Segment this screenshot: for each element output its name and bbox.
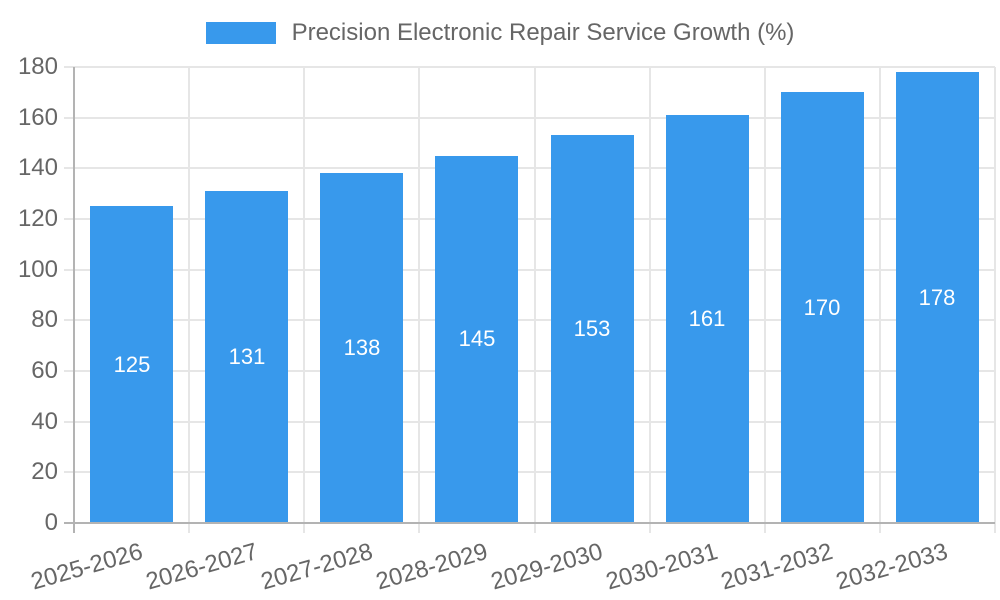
bar-value-label: 161: [688, 306, 726, 331]
y-gridline: [64, 421, 995, 423]
y-gridline: [64, 370, 995, 372]
bar: [896, 72, 979, 523]
y-gridline: [64, 471, 995, 473]
y-gridline: [64, 66, 995, 68]
y-axis-tick-label: 80: [31, 306, 58, 333]
bar: [781, 92, 864, 523]
y-axis-tick-label: 100: [17, 256, 58, 283]
bar: [551, 135, 634, 523]
y-axis-tick-label: 140: [17, 154, 58, 181]
bar-value-label: 138: [343, 335, 381, 360]
y-gridline: [64, 167, 995, 169]
y-gridline: [64, 319, 995, 321]
bar-value-label: 131: [228, 344, 266, 369]
legend-swatch: [205, 22, 276, 44]
bar: [666, 115, 749, 523]
x-gridline: [188, 67, 190, 533]
bar-value-label: 170: [803, 295, 841, 320]
y-gridline: [64, 269, 995, 271]
y-gridline: [64, 218, 995, 220]
y-axis-tick-label: 40: [31, 408, 58, 435]
y-axis-tick-label: 180: [17, 53, 58, 80]
bar: [435, 156, 518, 523]
x-gridline: [764, 67, 766, 533]
bar-value-label: 153: [573, 316, 611, 341]
y-axis-tick-label: 160: [17, 104, 58, 131]
x-gridline: [303, 67, 305, 533]
bar: [320, 173, 403, 523]
x-gridline: [879, 67, 881, 533]
chart-legend[interactable]: Precision Electronic Repair Service Grow…: [0, 14, 1000, 52]
y-axis-line: [73, 67, 75, 533]
x-axis-line: [64, 522, 995, 524]
y-axis-tick-label: 20: [31, 458, 58, 485]
x-gridline: [649, 67, 651, 533]
y-axis-tick-label: 60: [31, 357, 58, 384]
y-gridline: [64, 117, 995, 119]
x-gridline: [994, 67, 996, 533]
bar: [90, 206, 173, 523]
y-axis-tick-label: 120: [17, 205, 58, 232]
bar-value-label: 145: [458, 326, 496, 351]
bar: [205, 191, 288, 523]
bar-value-label: 178: [918, 285, 956, 310]
x-gridline: [418, 67, 420, 533]
legend-label: Precision Electronic Repair Service Grow…: [291, 19, 795, 46]
bar-value-label: 125: [113, 352, 151, 377]
y-axis-tick-label: 0: [44, 509, 58, 536]
x-gridline: [534, 67, 536, 533]
